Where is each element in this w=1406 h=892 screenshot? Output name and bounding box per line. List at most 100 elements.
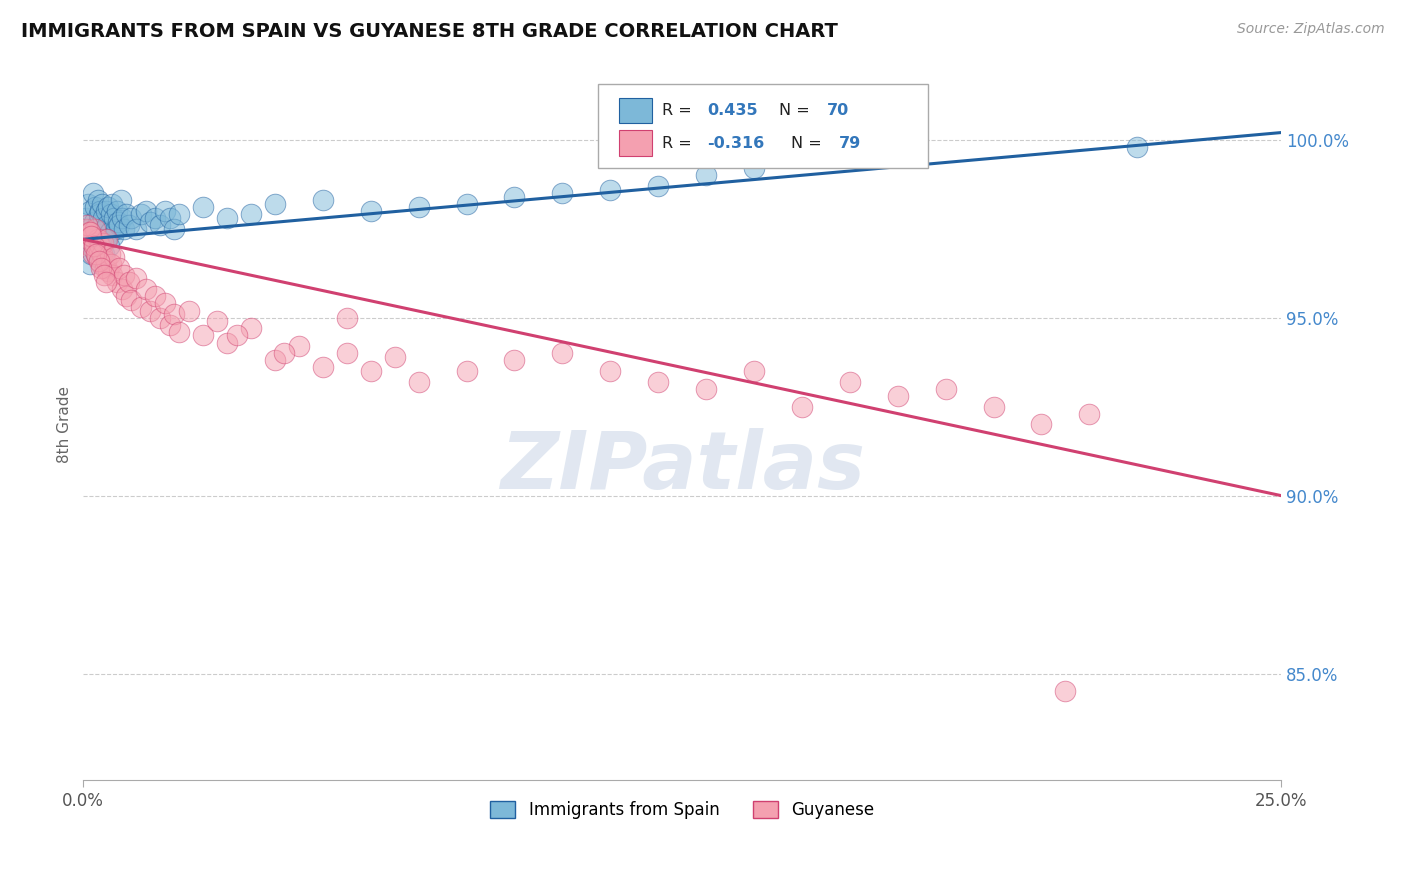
Point	[86, 218, 108, 232]
Point	[191, 328, 214, 343]
Point	[149, 218, 172, 232]
Point	[77, 232, 100, 246]
Point	[551, 186, 574, 200]
Point	[108, 218, 131, 232]
Point	[107, 214, 129, 228]
Point	[83, 235, 105, 250]
Text: 79: 79	[839, 136, 862, 151]
FancyBboxPatch shape	[599, 84, 928, 169]
Point	[93, 235, 115, 250]
Point	[83, 214, 105, 228]
Point	[110, 282, 132, 296]
Point	[129, 300, 152, 314]
Point	[143, 211, 166, 225]
Point	[264, 353, 287, 368]
Point	[177, 303, 200, 318]
Point	[86, 193, 108, 207]
Point	[456, 364, 478, 378]
Bar	[619, 130, 652, 156]
Point	[94, 260, 117, 275]
Point	[503, 353, 526, 368]
Point	[118, 275, 141, 289]
Point	[983, 400, 1005, 414]
Point	[104, 221, 127, 235]
Point	[91, 196, 114, 211]
Point	[94, 221, 117, 235]
Point	[312, 360, 335, 375]
Point	[101, 228, 124, 243]
Text: N =: N =	[792, 136, 827, 151]
Point	[135, 282, 157, 296]
Point	[1126, 140, 1149, 154]
Point	[84, 200, 107, 214]
Point	[288, 339, 311, 353]
Point	[120, 211, 142, 225]
Point	[408, 200, 430, 214]
Point	[790, 151, 813, 165]
Text: IMMIGRANTS FROM SPAIN VS GUYANESE 8TH GRADE CORRELATION CHART: IMMIGRANTS FROM SPAIN VS GUYANESE 8TH GR…	[21, 22, 838, 41]
Point	[77, 196, 100, 211]
Point	[312, 193, 335, 207]
Text: -0.316: -0.316	[707, 136, 765, 151]
Point	[87, 253, 110, 268]
Point	[96, 232, 118, 246]
Point	[87, 207, 110, 221]
Point	[647, 375, 669, 389]
Text: R =: R =	[662, 103, 696, 118]
Point	[110, 193, 132, 207]
Point	[83, 243, 105, 257]
Point	[139, 214, 162, 228]
Point	[129, 207, 152, 221]
Point	[90, 260, 112, 275]
Point	[167, 325, 190, 339]
Point	[264, 196, 287, 211]
Point	[384, 350, 406, 364]
Point	[503, 189, 526, 203]
Point	[159, 318, 181, 332]
Point	[215, 335, 238, 350]
Point	[79, 239, 101, 253]
Point	[239, 207, 262, 221]
Point	[120, 293, 142, 307]
Point	[551, 346, 574, 360]
Point	[76, 232, 98, 246]
Point	[103, 211, 125, 225]
Point	[80, 246, 103, 260]
Point	[75, 221, 97, 235]
Point	[89, 203, 111, 218]
Point	[838, 375, 860, 389]
Point	[83, 239, 105, 253]
Point	[79, 203, 101, 218]
Text: N =: N =	[779, 103, 815, 118]
Point	[112, 268, 135, 282]
Point	[75, 211, 97, 225]
Point	[159, 211, 181, 225]
Point	[93, 268, 115, 282]
Point	[125, 271, 148, 285]
Point	[82, 246, 104, 260]
Point	[90, 257, 112, 271]
Point	[110, 211, 132, 225]
Text: R =: R =	[662, 136, 696, 151]
Y-axis label: 8th Grade: 8th Grade	[58, 386, 72, 463]
Point	[94, 275, 117, 289]
Point	[273, 346, 295, 360]
Point	[408, 375, 430, 389]
Text: Source: ZipAtlas.com: Source: ZipAtlas.com	[1237, 22, 1385, 37]
Point	[153, 296, 176, 310]
Point	[336, 310, 359, 325]
Point	[790, 400, 813, 414]
Point	[139, 303, 162, 318]
Point	[82, 186, 104, 200]
Legend: Immigrants from Spain, Guyanese: Immigrants from Spain, Guyanese	[484, 794, 880, 825]
Point	[115, 207, 138, 221]
Point	[98, 225, 121, 239]
Point	[89, 239, 111, 253]
Point	[105, 203, 128, 218]
Point	[100, 207, 122, 221]
Point	[125, 221, 148, 235]
Point	[98, 246, 121, 260]
Point	[77, 225, 100, 239]
Point	[167, 207, 190, 221]
Text: 0.435: 0.435	[707, 103, 758, 118]
